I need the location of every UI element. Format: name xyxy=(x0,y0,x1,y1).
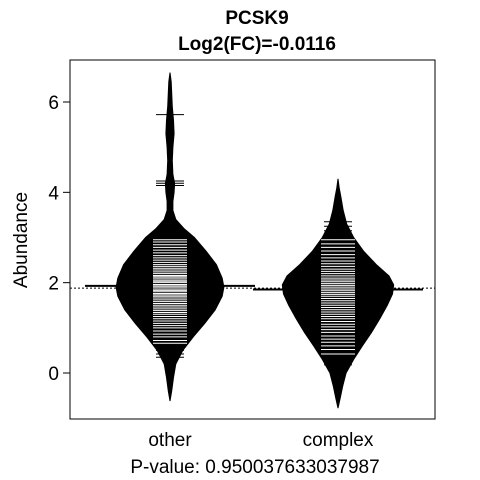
bean-other xyxy=(115,72,225,402)
y-tick-label: 6 xyxy=(48,93,59,114)
chart-title: PCSK9 xyxy=(225,8,288,29)
chart-subtitle: Log2(FC)=-0.0116 xyxy=(178,34,336,55)
x-axis-label: P-value: 0.950037633037987 xyxy=(130,457,379,478)
bean-layer xyxy=(70,72,435,409)
plot-frame xyxy=(69,59,436,420)
y-tick-label: 2 xyxy=(48,274,59,295)
bean-complex xyxy=(281,178,395,409)
x-tick-label: other xyxy=(148,430,192,451)
y-axis-label: Abundance xyxy=(11,192,32,288)
x-tick-label: complex xyxy=(303,430,374,451)
axis-layer: 0 2 4 6 other complex xyxy=(48,93,373,451)
y-tick-label: 4 xyxy=(48,183,59,204)
y-tick-label: 0 xyxy=(48,364,59,385)
